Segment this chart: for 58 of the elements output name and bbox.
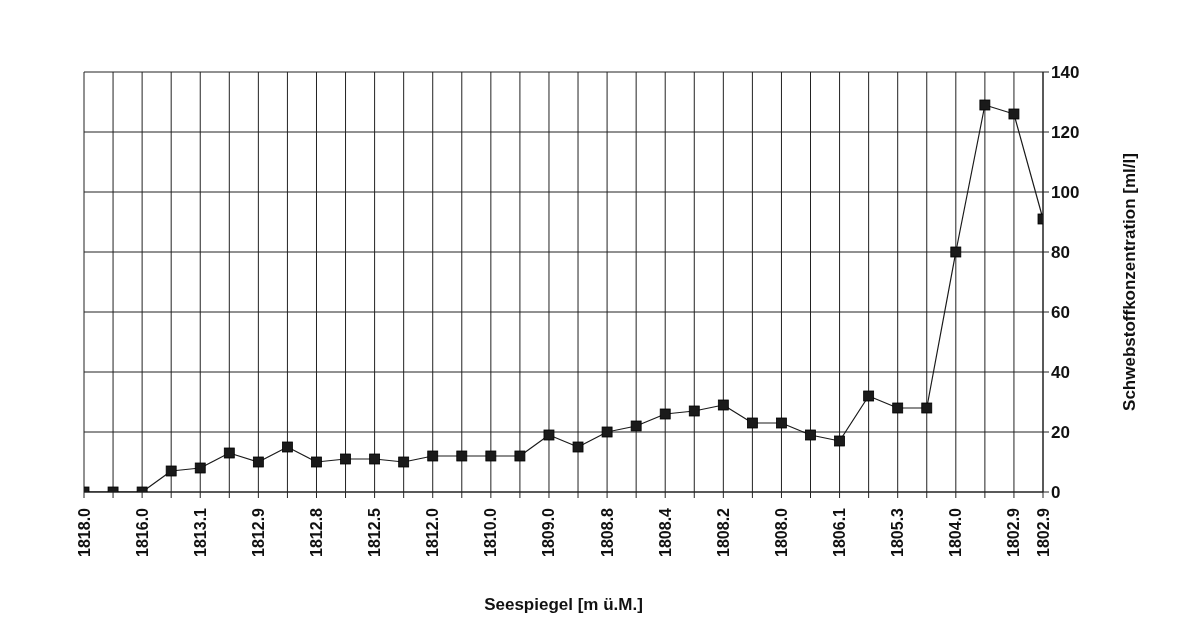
point bbox=[194, 462, 206, 474]
y-tick-label: 20 bbox=[1051, 423, 1070, 443]
point bbox=[601, 426, 613, 438]
point bbox=[863, 390, 875, 402]
x-tick-label: 1808.0 bbox=[772, 507, 790, 557]
x-tick-label: 1809.0 bbox=[540, 507, 558, 557]
x-tick-label: 1802.9 bbox=[1005, 507, 1023, 557]
point bbox=[1008, 108, 1020, 120]
point bbox=[979, 99, 991, 111]
x-tick-label: 1812.0 bbox=[424, 507, 442, 557]
point bbox=[398, 456, 410, 468]
y-tick-label: 0 bbox=[1051, 483, 1061, 503]
point bbox=[805, 429, 816, 441]
y-tick-label: 100 bbox=[1051, 183, 1080, 203]
point bbox=[746, 417, 758, 429]
x-tick-label: 1812.8 bbox=[307, 507, 325, 557]
x-tick-label: 1810.0 bbox=[482, 507, 500, 557]
point bbox=[485, 450, 497, 462]
x-tick-label: 1816.0 bbox=[133, 507, 151, 557]
x-tick-label: 1805.3 bbox=[889, 507, 907, 557]
point bbox=[776, 417, 787, 429]
x-axis-title: Seespiegel [m ü.M.] bbox=[484, 595, 643, 614]
point bbox=[223, 447, 235, 459]
point bbox=[311, 456, 322, 468]
y-tick-label: 60 bbox=[1051, 303, 1070, 323]
point bbox=[659, 408, 671, 420]
point bbox=[834, 435, 845, 447]
x-tick-label: 1813.1 bbox=[191, 507, 209, 557]
point bbox=[282, 441, 293, 453]
x-tick-label: 1802.9 bbox=[1034, 507, 1052, 557]
x-tick-label: 1808.8 bbox=[598, 507, 616, 557]
x-tick-label: 1804.0 bbox=[947, 507, 965, 557]
y-tick-label: 40 bbox=[1051, 363, 1070, 383]
point bbox=[688, 405, 700, 417]
point bbox=[252, 456, 264, 468]
point bbox=[717, 399, 729, 411]
point bbox=[543, 429, 555, 441]
x-tick-label: 1806.1 bbox=[831, 507, 849, 557]
point bbox=[950, 246, 962, 258]
point bbox=[921, 402, 933, 414]
y-axis-title: Schwebstoffkonzentration [ml/l] bbox=[1120, 153, 1140, 411]
y-tick-label: 140 bbox=[1051, 63, 1080, 83]
point bbox=[427, 450, 439, 462]
point bbox=[340, 453, 351, 465]
x-tick-label: 1812.9 bbox=[249, 507, 267, 557]
point bbox=[630, 420, 642, 432]
point bbox=[514, 450, 526, 462]
y-tick-label: 120 bbox=[1051, 123, 1080, 143]
y-tick-label: 80 bbox=[1051, 243, 1070, 263]
x-tick-label: 1808.4 bbox=[656, 507, 674, 557]
x-tick-label: 1808.2 bbox=[714, 507, 732, 557]
point bbox=[165, 465, 177, 477]
x-tick-label: 1812.5 bbox=[366, 507, 384, 557]
point bbox=[369, 453, 381, 465]
point bbox=[892, 402, 904, 414]
point bbox=[572, 441, 584, 453]
point bbox=[456, 450, 468, 462]
x-tick-label: 1818.0 bbox=[75, 507, 93, 557]
